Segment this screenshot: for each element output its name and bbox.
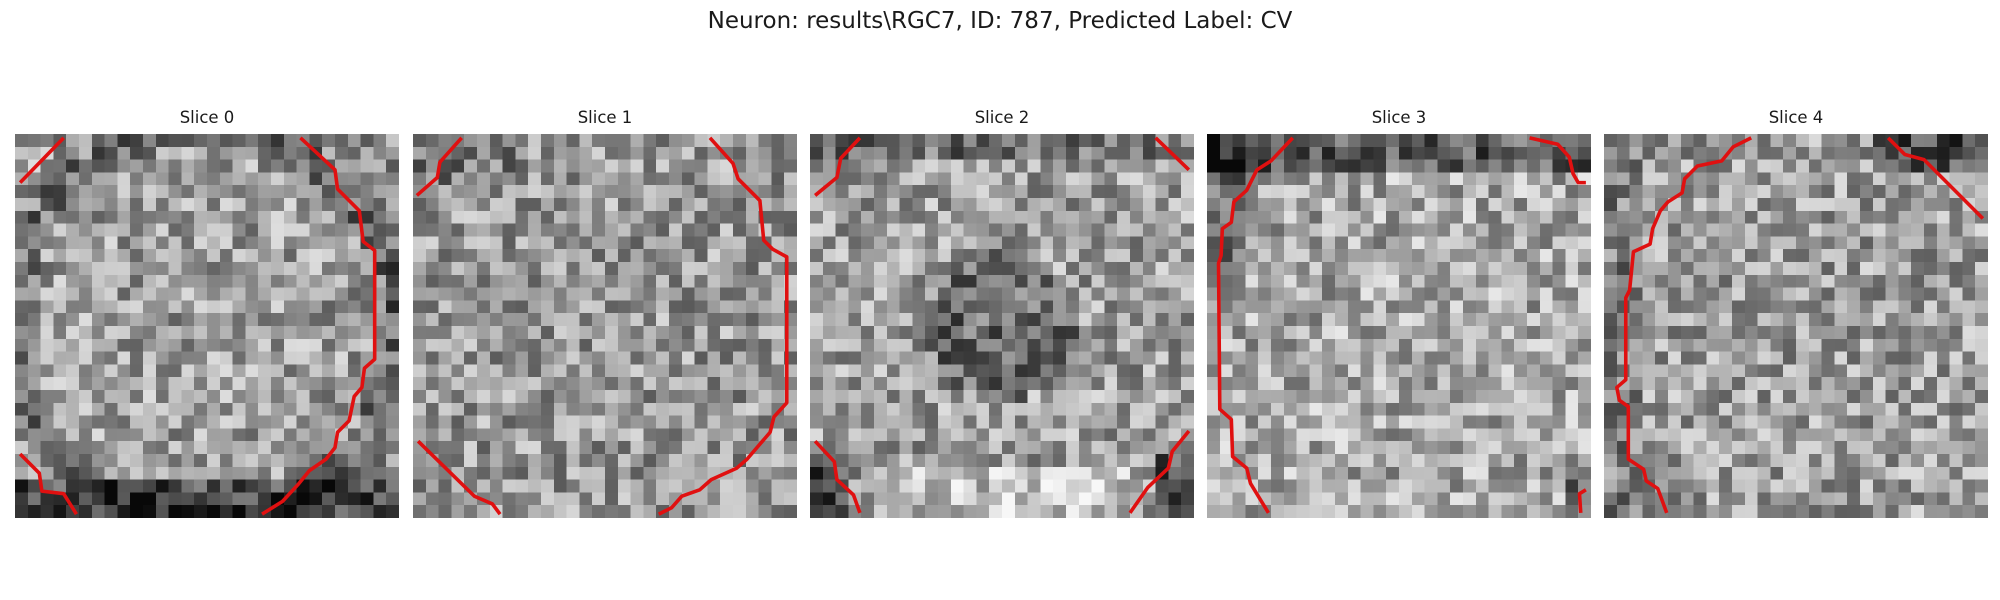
slice-image-1 [413, 134, 797, 518]
slice-title: Slice 0 [179, 108, 235, 127]
contour-line [813, 136, 862, 197]
contour-line [1216, 136, 1295, 514]
contour-line [1615, 136, 1753, 514]
slice-title: Slice 3 [1371, 108, 1427, 127]
contour-line [1886, 136, 1985, 220]
contour-line [261, 136, 377, 516]
slice-image-0 [15, 134, 399, 518]
contour-line [416, 439, 502, 516]
slice-title: Slice 1 [577, 108, 633, 127]
slice-panel-3: Slice 3 [1207, 108, 1591, 518]
slice-panel-1: Slice 1 [413, 108, 797, 518]
contour-line [18, 136, 65, 184]
slice-title: Slice 4 [1768, 108, 1824, 127]
contour-line [1529, 136, 1586, 185]
contour-line [18, 452, 78, 516]
contour-line [1577, 488, 1587, 513]
slice-image-2 [810, 134, 1194, 518]
slice-panel-4: Slice 4 [1604, 108, 1988, 518]
contour-line [1154, 136, 1191, 172]
slice-title: Slice 2 [974, 108, 1030, 127]
contour-line [657, 136, 789, 516]
slice-panel-2: Slice 2 [810, 108, 1194, 518]
figure-title: Neuron: results\RGC7, ID: 787, Predicted… [707, 8, 1293, 34]
slice-image-3 [1207, 134, 1591, 518]
slice-image-4 [1604, 134, 1988, 518]
contour-line [813, 439, 862, 514]
contour-line [415, 136, 463, 197]
slice-panel-0: Slice 0 [15, 108, 399, 518]
contour-line [1128, 429, 1191, 514]
